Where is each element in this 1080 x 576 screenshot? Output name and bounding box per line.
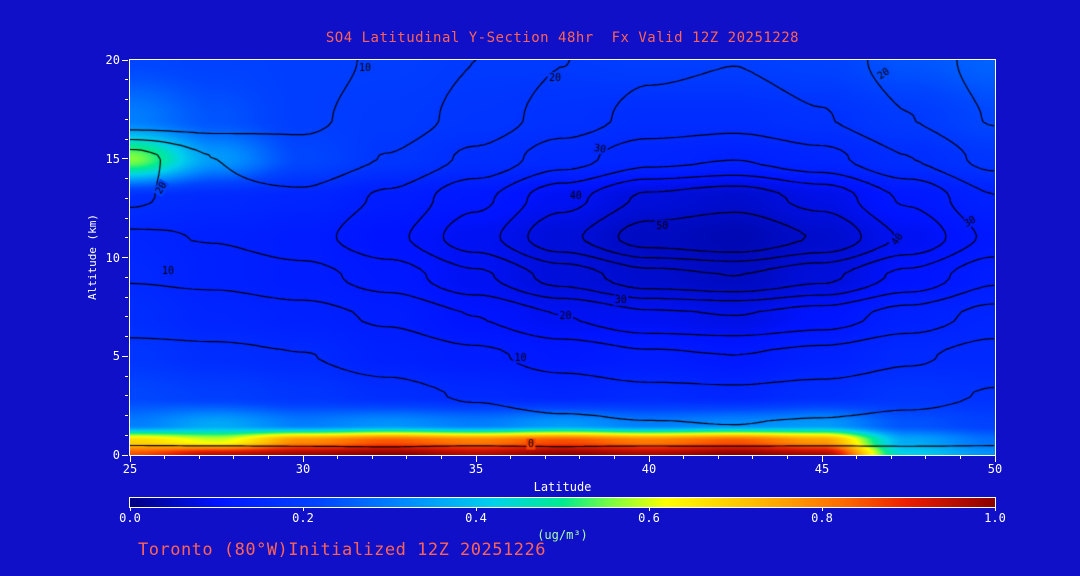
y-axis-tick [125, 118, 128, 120]
x-tick-label: 25 [122, 462, 138, 476]
y-axis-tick [122, 59, 128, 61]
x-axis-tick [890, 456, 892, 459]
x-tick-label: 45 [814, 462, 830, 476]
y-axis-tick [125, 237, 128, 239]
x-axis-tick [613, 456, 615, 459]
x-tick-label: 35 [468, 462, 484, 476]
y-axis-tick [122, 257, 128, 258]
y-axis-tick [125, 434, 128, 436]
x-axis-tick [856, 456, 858, 459]
y-tick-label: 15 [105, 151, 120, 166]
colorbar-tick [302, 508, 304, 511]
x-axis-tick [302, 456, 304, 462]
y-axis-tick [125, 395, 128, 397]
colorbar-tick [648, 508, 650, 511]
x-axis-tick [925, 456, 927, 459]
x-tick-label: 30 [295, 462, 311, 476]
colorbar-tick [821, 508, 823, 511]
x-tick-label: 50 [987, 462, 1003, 476]
y-axis-tick [125, 415, 128, 416]
y-axis-tick [125, 197, 128, 199]
y-axis-tick [125, 217, 128, 219]
x-axis-tick [267, 456, 269, 459]
x-axis-tick [406, 456, 408, 459]
colorbar-tick [475, 508, 477, 511]
x-axis-tick [337, 456, 339, 459]
y-axis-tick [125, 99, 128, 100]
chart-title: SO4 Latitudinal Y-Section 48hr Fx Valid … [325, 30, 800, 46]
x-axis-tick [994, 456, 996, 462]
x-axis-tick [164, 456, 166, 459]
y-axis-tick [122, 158, 128, 160]
x-axis-tick [752, 456, 754, 459]
y-axis-tick [125, 79, 128, 81]
x-axis-tick [821, 456, 823, 462]
colorbar-tick-label: 0.4 [465, 511, 487, 525]
x-axis-tick [648, 456, 650, 462]
colorbar-tick-label: 1.0 [984, 511, 1006, 525]
x-axis-tick [129, 456, 131, 462]
y-tick-label: 5 [112, 349, 120, 364]
y-tick-label: 10 [105, 250, 120, 265]
x-axis-tick [440, 456, 442, 459]
y-axis-tick [125, 138, 128, 140]
x-axis-tick [233, 456, 235, 459]
x-axis-tick [544, 456, 546, 459]
x-axis-tick [717, 456, 719, 459]
x-axis-tick [683, 456, 685, 459]
x-tick-label: 40 [641, 462, 657, 476]
x-axis-tick [371, 456, 373, 459]
y-tick-label: 0 [112, 448, 120, 462]
x-axis-tick [579, 456, 581, 459]
colorbar-units-label: (ug/m³) [537, 528, 588, 542]
y-axis-tick [125, 316, 128, 318]
x-axis-tick [198, 456, 200, 459]
x-axis-tick [786, 456, 788, 459]
colorbar-tick-label: 0.8 [811, 511, 833, 525]
y-axis-tick [125, 296, 128, 298]
y-axis-tick [125, 375, 128, 377]
y-axis-tick [125, 336, 128, 337]
y-axis-tick [122, 454, 128, 456]
y-axis-tick [125, 276, 128, 278]
colorbar-tick-label: 0.0 [119, 511, 141, 525]
y-tick-label: 20 [105, 53, 120, 67]
colorbar-tick [129, 508, 131, 511]
colorbar-tick [994, 508, 996, 511]
colorbar-canvas [130, 498, 995, 507]
colorbar-tick-label: 0.2 [292, 511, 314, 525]
footer-text: Toronto (80°W)Initialized 12Z 20251226 [138, 540, 546, 560]
plot-canvas [130, 60, 995, 455]
colorbar-tick-label: 0.6 [638, 511, 660, 525]
y-axis-tick [122, 355, 128, 357]
x-axis-label: Latitude [533, 480, 592, 494]
x-axis-tick [510, 456, 512, 459]
y-axis-tick [125, 178, 128, 179]
x-axis-tick [959, 456, 961, 459]
x-axis-tick [475, 456, 477, 462]
